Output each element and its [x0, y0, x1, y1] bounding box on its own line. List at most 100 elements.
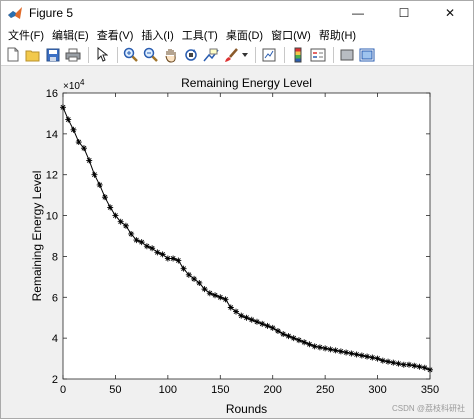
data-point-marker — [212, 292, 219, 299]
data-point-marker — [301, 339, 308, 346]
data-point-marker — [285, 333, 292, 340]
data-point-marker — [191, 275, 198, 282]
close-button[interactable]: ✕ — [444, 6, 456, 20]
pan-hand-icon[interactable] — [162, 46, 179, 63]
data-point-marker — [306, 341, 313, 348]
data-point-marker — [243, 314, 250, 321]
brush-icon[interactable] — [222, 46, 239, 63]
data-point-marker — [253, 318, 260, 325]
x-tick-label: 50 — [109, 384, 121, 396]
data-cursor-icon[interactable] — [202, 46, 219, 63]
data-point-marker — [322, 345, 329, 352]
figure-toolbar — [1, 44, 473, 66]
menu-file[interactable]: 文件(F) — [8, 29, 45, 42]
data-point-marker — [248, 316, 255, 323]
zoom-out-icon[interactable] — [142, 46, 159, 63]
maximize-button[interactable]: ☐ — [398, 6, 410, 20]
rotate-3d-icon[interactable] — [182, 46, 199, 63]
data-point-marker — [259, 320, 266, 327]
menu-window[interactable]: 窗口(W) — [271, 29, 311, 42]
data-point-marker — [316, 344, 323, 351]
axes-box[interactable] — [62, 92, 431, 380]
menu-view[interactable]: 查看(V) — [96, 29, 134, 42]
figure-canvas: Remaining Energy Level Rounds Remaining … — [1, 67, 473, 418]
x-tick-label: 300 — [368, 384, 386, 396]
data-point-marker — [395, 360, 402, 367]
y-tick-label: 14 — [46, 129, 58, 141]
data-point-marker — [70, 126, 77, 133]
data-point-marker — [91, 171, 98, 178]
save-icon[interactable] — [44, 46, 61, 63]
data-point-marker — [295, 337, 302, 344]
series-layer — [60, 104, 433, 373]
data-point-marker — [348, 350, 355, 357]
menu-edit[interactable]: 编辑(E) — [52, 29, 89, 42]
data-point-marker — [96, 181, 103, 188]
data-point-marker — [170, 255, 177, 262]
insert-colorbar-icon[interactable] — [289, 46, 306, 63]
y-tick-label: 2 — [52, 374, 58, 386]
data-point-marker — [390, 359, 397, 366]
toolbar-separator — [333, 46, 334, 63]
data-point-marker — [159, 251, 166, 258]
data-point-marker — [233, 308, 240, 315]
brush-dropdown-icon[interactable] — [242, 46, 248, 63]
data-point-marker — [358, 352, 365, 359]
data-point-marker — [280, 331, 287, 338]
data-point-marker — [65, 116, 72, 123]
print-icon[interactable] — [64, 46, 81, 63]
menu-help[interactable]: 帮助(H) — [318, 29, 357, 42]
x-axis-label: Rounds — [226, 402, 267, 416]
y-tick-label: 16 — [46, 88, 58, 100]
insert-legend-icon[interactable] — [309, 46, 326, 63]
show-plot-tools-icon[interactable] — [358, 46, 375, 63]
data-point-marker — [133, 237, 140, 244]
data-point-marker — [196, 279, 203, 286]
y-tick-label: 6 — [52, 292, 58, 304]
data-point-marker — [290, 335, 297, 342]
window-controls: — ☐ ✕ — [335, 1, 473, 25]
watermark-text: CSDN @荔枝科研社 — [391, 404, 465, 413]
new-figure-icon[interactable] — [4, 46, 21, 63]
data-point-marker — [227, 304, 234, 311]
x-tick-label: 350 — [421, 384, 439, 396]
data-point-marker — [274, 327, 281, 334]
menu-insert[interactable]: 插入(I) — [141, 29, 174, 42]
zoom-in-icon[interactable] — [122, 46, 139, 63]
data-point-marker — [86, 157, 93, 164]
data-point-marker — [421, 364, 428, 371]
data-point-marker — [180, 265, 187, 272]
open-file-icon[interactable] — [24, 46, 41, 63]
minimize-button[interactable]: — — [352, 6, 364, 20]
data-point-marker — [143, 243, 150, 250]
data-point-marker — [154, 249, 161, 256]
data-point-marker — [185, 271, 192, 278]
data-point-marker — [238, 312, 245, 319]
data-point-marker — [353, 351, 360, 358]
data-point-marker — [80, 145, 87, 152]
y-tick-label: 8 — [52, 251, 58, 263]
data-point-marker — [149, 245, 156, 252]
plot-title: Remaining Energy Level — [181, 76, 312, 90]
data-point-marker — [343, 349, 350, 356]
menu-desktop[interactable]: 桌面(D) — [225, 29, 264, 42]
y-axis-label: Remaining Energy Level — [30, 171, 44, 302]
data-point-marker — [311, 343, 318, 350]
hide-plot-tools-icon[interactable] — [338, 46, 355, 63]
data-point-marker — [206, 290, 213, 297]
y-tick-label: 12 — [46, 170, 58, 182]
data-point-marker — [222, 296, 229, 303]
data-point-marker — [107, 204, 114, 211]
edit-plot-arrow-icon[interactable] — [93, 46, 110, 63]
toolbar-separator — [255, 46, 256, 63]
toolbar-separator — [117, 46, 118, 63]
y-axis-exponent: ×104 — [63, 78, 85, 92]
x-tick-label: 150 — [211, 384, 229, 396]
data-point-marker — [385, 358, 392, 365]
data-point-marker — [138, 239, 145, 246]
data-point-marker — [364, 353, 371, 360]
menu-tools[interactable]: 工具(T) — [181, 29, 218, 42]
link-plot-icon[interactable] — [260, 46, 277, 63]
data-point-marker — [369, 354, 376, 361]
x-tick-label: 100 — [159, 384, 177, 396]
